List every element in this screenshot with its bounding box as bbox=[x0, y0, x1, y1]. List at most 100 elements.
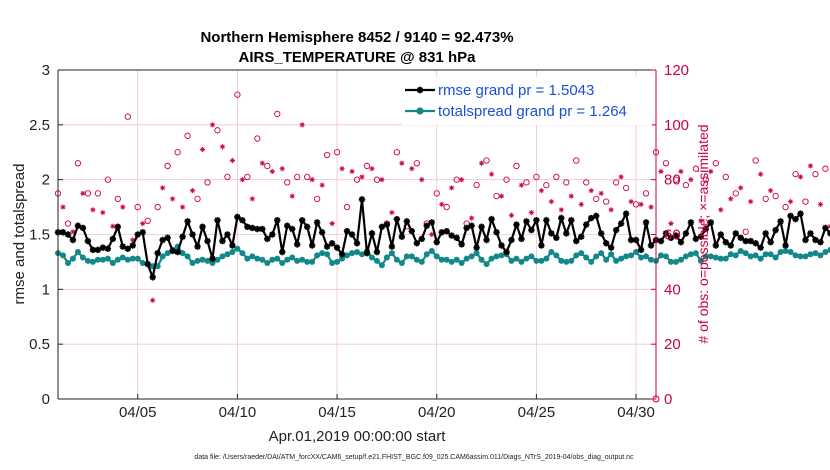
obs-assimilated-point bbox=[598, 190, 604, 196]
rmse-point bbox=[627, 236, 635, 244]
x-tick-label: 04/20 bbox=[418, 404, 456, 421]
totalspread-point bbox=[119, 254, 126, 261]
obs-assimilated-point bbox=[140, 220, 146, 227]
y-tick-label: 1 bbox=[42, 281, 50, 298]
obs-possible-point bbox=[692, 165, 700, 172]
obs-assimilated-point bbox=[199, 146, 206, 153]
obs-assimilated-point bbox=[249, 196, 255, 202]
obs-possible-point bbox=[593, 195, 600, 203]
obs-assimilated-point bbox=[80, 190, 86, 196]
totalspread-point bbox=[438, 256, 445, 263]
rmse-point bbox=[548, 230, 555, 237]
rmse-point bbox=[498, 242, 505, 249]
totalspread-point bbox=[672, 258, 679, 265]
rmse-point bbox=[543, 217, 550, 224]
obs-assimilated-point bbox=[150, 297, 156, 303]
obs-possible-point bbox=[702, 176, 709, 183]
totalspread-point bbox=[129, 255, 136, 262]
obs-possible-point bbox=[393, 149, 401, 156]
obs-assimilated-point bbox=[658, 168, 664, 175]
totalspread-point bbox=[782, 247, 789, 254]
obs-assimilated-point bbox=[728, 196, 734, 202]
totalspread-point bbox=[702, 253, 709, 260]
totalspread-point bbox=[448, 258, 455, 265]
rmse-point bbox=[762, 230, 769, 237]
y-tick-label: 0 bbox=[42, 391, 50, 408]
obs-assimilated-point bbox=[578, 201, 584, 207]
totalspread-point bbox=[344, 252, 351, 259]
totalspread-point bbox=[398, 260, 405, 267]
rmse-point bbox=[528, 226, 535, 234]
rmse-point bbox=[632, 236, 640, 244]
series-totalspread bbox=[55, 243, 830, 270]
rmse-point bbox=[747, 237, 754, 245]
totalspread-point bbox=[368, 254, 375, 261]
obs-possible-point bbox=[642, 190, 650, 197]
obs-possible-point bbox=[812, 171, 819, 178]
rmse-point bbox=[179, 233, 186, 240]
obs-assimilated-point bbox=[548, 199, 554, 205]
rmse-point bbox=[478, 223, 485, 231]
rmse-point bbox=[219, 237, 226, 245]
obs-assimilated-point bbox=[449, 185, 455, 191]
obs-possible-point bbox=[513, 162, 520, 170]
totalspread-point bbox=[249, 253, 256, 260]
totalspread-point bbox=[797, 253, 804, 260]
y2-axis-label: # of obs: o=possible; ×=assimilated bbox=[695, 124, 711, 343]
obs-possible-point bbox=[762, 195, 769, 203]
obs-possible-point bbox=[304, 173, 311, 181]
rmse-point bbox=[732, 230, 739, 237]
totalspread-point bbox=[134, 255, 141, 262]
rmse-point bbox=[802, 236, 809, 244]
obs-possible-point bbox=[603, 198, 610, 205]
totalspread-point bbox=[538, 257, 545, 264]
rmse-point bbox=[827, 230, 830, 237]
rmse-point bbox=[368, 230, 376, 237]
totalspread-point bbox=[463, 255, 470, 262]
obs-assimilated-point bbox=[678, 168, 684, 175]
totalspread-point bbox=[324, 251, 331, 258]
rmse-point bbox=[662, 230, 670, 237]
totalspread-point bbox=[533, 257, 540, 264]
rmse-point bbox=[817, 238, 824, 246]
totalspread-point bbox=[418, 258, 425, 265]
rmse-point bbox=[214, 217, 221, 224]
rmse-point bbox=[513, 221, 520, 228]
obs-possible-point bbox=[114, 195, 121, 203]
data-file-footer: data file: /Users/raeder/DAI/ATM_forcXX/… bbox=[194, 454, 634, 461]
y2-tick-label: 80 bbox=[664, 172, 681, 189]
rmse-point bbox=[453, 234, 460, 241]
totalspread-point bbox=[478, 256, 485, 263]
legend-spread-label: totalspread grand pr = 1.264 bbox=[438, 103, 627, 120]
totalspread-point bbox=[164, 250, 171, 257]
rmse-point bbox=[169, 247, 176, 255]
obs-assimilated-point bbox=[439, 201, 445, 207]
rmse-point bbox=[553, 234, 560, 241]
x-tick-label: 04/10 bbox=[219, 404, 257, 421]
totalspread-point bbox=[89, 258, 96, 265]
y2-tick-label: 40 bbox=[664, 281, 681, 298]
obs-assimilated-point bbox=[309, 177, 315, 183]
rmse-point bbox=[727, 242, 734, 249]
totalspread-point bbox=[393, 256, 400, 263]
totalspread-point bbox=[662, 253, 669, 260]
obs-possible-point bbox=[124, 113, 131, 120]
obs-assimilated-point bbox=[528, 209, 535, 216]
obs-assimilated-point bbox=[259, 160, 265, 166]
rmse-point bbox=[99, 244, 107, 251]
y-axis-label: rmse and totalspread bbox=[11, 164, 28, 305]
rmse-point bbox=[323, 243, 331, 250]
obs-assimilated-point bbox=[90, 207, 96, 213]
rmse-point bbox=[303, 223, 311, 231]
rmse-point bbox=[737, 234, 744, 241]
rmse-point bbox=[313, 219, 321, 226]
totalspread-point bbox=[578, 250, 585, 257]
rmse-point bbox=[378, 223, 386, 231]
totalspread-point bbox=[583, 254, 590, 261]
rmse-point bbox=[94, 246, 102, 254]
totalspread-point bbox=[563, 258, 570, 265]
rmse-point bbox=[752, 240, 759, 247]
obs-possible-point bbox=[543, 181, 550, 189]
totalspread-point bbox=[194, 257, 201, 264]
totalspread-point bbox=[329, 260, 336, 267]
